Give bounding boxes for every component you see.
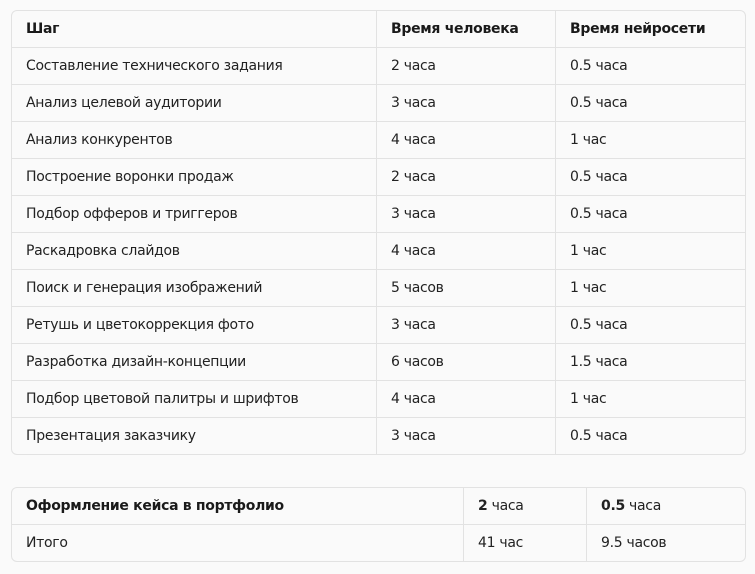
summary-human-time: 2 часа xyxy=(464,488,587,525)
table-row: Поиск и генерация изображений 5 часов 1 ча… xyxy=(12,270,745,307)
table-row: Составление технического задания 2 часа 0.… xyxy=(12,48,745,85)
table-row: Построение воронки продаж 2 часа 0.5 часа xyxy=(12,159,745,196)
step-cell: Поиск и генерация изображений xyxy=(12,270,377,307)
human-time-cell: 2 часа xyxy=(377,48,556,85)
step-cell: Подбор цветовой палитры и шрифтов xyxy=(12,381,377,418)
step-cell: Анализ конкурентов xyxy=(12,122,377,159)
human-time-cell: 3 часа xyxy=(377,196,556,233)
human-time-cell: 4 часа xyxy=(377,122,556,159)
header-human-time: Время человека xyxy=(377,11,556,48)
table-row: Ретушь и цветокоррекция фото 3 часа 0.5 ча… xyxy=(12,307,745,344)
time-comparison-table: Шаг Время человека Время нейросети Соста… xyxy=(11,10,746,455)
ai-num: 0.5 xyxy=(601,498,625,514)
ai-time-cell: 1.5 часа xyxy=(556,344,745,381)
total-row: Итого 41 час 9.5 часов xyxy=(12,525,745,561)
ai-time-cell: 1 час xyxy=(556,122,745,159)
step-cell: Анализ целевой аудитории xyxy=(12,85,377,122)
total-label: Итого xyxy=(12,525,464,561)
human-time-cell: 3 часа xyxy=(377,307,556,344)
summary-table: Оформление кейса в портфолио 2 часа 0.5 … xyxy=(11,487,746,562)
human-time-cell: 2 часа xyxy=(377,159,556,196)
table-row: Раскадровка слайдов 4 часа 1 час xyxy=(12,233,745,270)
human-time-cell: 4 часа xyxy=(377,381,556,418)
step-cell: Ретушь и цветокоррекция фото xyxy=(12,307,377,344)
header-ai-time: Время нейросети xyxy=(556,11,745,48)
table-row: Презентация заказчику 3 часа 0.5 часа xyxy=(12,418,745,454)
ai-time-cell: 0.5 часа xyxy=(556,159,745,196)
step-cell: Раскадровка слайдов xyxy=(12,233,377,270)
ai-unit: часа xyxy=(624,498,661,514)
ai-time-cell: 1 час xyxy=(556,381,745,418)
human-time-cell: 4 часа xyxy=(377,233,556,270)
table-row: Разработка дизайн-концепции 6 часов 1.5 ча… xyxy=(12,344,745,381)
step-cell: Построение воронки продаж xyxy=(12,159,377,196)
table-row: Подбор офферов и триггеров 3 часа 0.5 часа xyxy=(12,196,745,233)
human-time-cell: 5 часов xyxy=(377,270,556,307)
table-row: Анализ конкурентов 4 часа 1 час xyxy=(12,122,745,159)
summary-ai-time: 0.5 часа xyxy=(587,488,745,525)
header-step: Шаг xyxy=(12,11,377,48)
human-time-cell: 6 часов xyxy=(377,344,556,381)
step-cell: Разработка дизайн-концепции xyxy=(12,344,377,381)
total-human: 41 час xyxy=(464,525,587,561)
step-cell: Составление технического задания xyxy=(12,48,377,85)
step-cell: Подбор офферов и триггеров xyxy=(12,196,377,233)
ai-time-cell: 0.5 часа xyxy=(556,307,745,344)
ai-time-cell: 0.5 часа xyxy=(556,48,745,85)
ai-time-cell: 1 час xyxy=(556,270,745,307)
human-unit: часа xyxy=(487,498,524,514)
human-num: 2 xyxy=(478,498,488,514)
ai-time-cell: 1 час xyxy=(556,233,745,270)
ai-time-cell: 0.5 часа xyxy=(556,85,745,122)
step-cell: Презентация заказчику xyxy=(12,418,377,454)
ai-time-cell: 0.5 часа xyxy=(570,428,628,444)
ai-time-cell: 0.5 часа xyxy=(556,196,745,233)
table-row: Подбор цветовой палитры и шрифтов 4 часа 1… xyxy=(12,381,745,418)
summary-step: Оформление кейса в портфолио xyxy=(12,488,464,525)
total-ai: 9.5 часов xyxy=(601,535,667,551)
table-header-row: Шаг Время человека Время нейросети xyxy=(12,11,745,48)
summary-header-row: Оформление кейса в портфолио 2 часа 0.5 … xyxy=(12,488,745,525)
human-time-cell: 3 часа xyxy=(377,85,556,122)
table-row: Анализ целевой аудитории 3 часа 0.5 часа xyxy=(12,85,745,122)
human-time-cell: 3 часа xyxy=(377,418,556,454)
